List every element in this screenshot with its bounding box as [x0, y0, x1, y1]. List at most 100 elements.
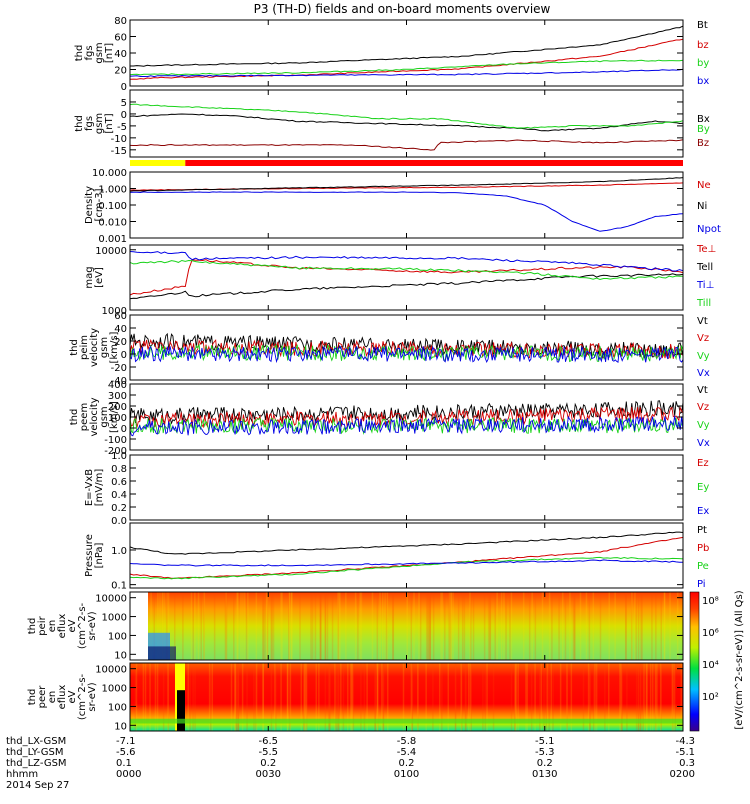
ytick-label: 1000 [102, 613, 127, 624]
spectrogram-texture [338, 592, 340, 660]
series-line-Pb [129, 536, 684, 579]
spectrogram-texture [265, 592, 268, 660]
spectrogram-texture [289, 663, 291, 731]
spectrogram-texture [156, 663, 159, 731]
spectrogram-texture [654, 663, 657, 731]
xaxis-value: -5.1 [535, 736, 555, 747]
spectrogram-texture [585, 592, 588, 660]
ylabel-line: thd [74, 45, 85, 62]
spectrogram-texture [319, 592, 322, 660]
spectrogram-texture [574, 592, 576, 660]
spectrogram-texture [417, 663, 419, 731]
ytick-label: 100 [108, 413, 127, 424]
spectrogram-texture [194, 592, 196, 660]
spectrogram-texture [230, 663, 233, 731]
spectrogram-texture [286, 663, 289, 731]
spectrogram-texture [255, 592, 258, 660]
spectrogram-texture [289, 663, 292, 731]
legend-Ex: Ex [697, 506, 709, 517]
spectrogram-texture [182, 592, 184, 660]
spectrogram-texture [382, 663, 384, 731]
ylabel-line: Density [84, 186, 95, 224]
spectrogram-texture [262, 592, 264, 660]
ytick-label: 60 [114, 311, 127, 322]
spectrogram-texture [381, 663, 383, 731]
spectrogram-texture [266, 592, 269, 660]
series-line-Pe [129, 556, 684, 580]
spectrogram-texture [548, 592, 551, 660]
spectrogram-texture [638, 663, 640, 731]
ytick-label: 0.4 [111, 490, 127, 501]
ylabel-line: gsm [94, 42, 105, 63]
spectrogram-texture [429, 592, 431, 660]
spectrogram-texture [300, 663, 303, 731]
spectrogram-texture [514, 663, 517, 731]
spectrogram-texture [303, 663, 306, 731]
spectrogram-texture [514, 663, 516, 731]
legend-Ne: Ne [697, 180, 711, 191]
xaxis-value: 0.1 [116, 758, 132, 769]
xaxis-value: 0.2 [537, 758, 553, 769]
spectrogram-texture [545, 663, 548, 731]
spectrogram-texture [310, 592, 312, 660]
spectrogram-texture [503, 592, 505, 660]
spectrogram-texture [569, 592, 571, 660]
spectrogram-texture [392, 592, 394, 660]
xaxis-value: -6.5 [258, 736, 278, 747]
spectrogram-texture [457, 592, 460, 660]
spectrogram-texture [237, 592, 239, 660]
spectrogram-texture [592, 592, 595, 660]
ylabel-line: velocity [89, 328, 100, 367]
spectrogram-texture [274, 663, 276, 731]
spectrogram-texture [339, 592, 341, 660]
spectrogram-texture [448, 592, 451, 660]
spectrogram-texture [163, 592, 166, 660]
ytick-label: 0.6 [111, 477, 127, 488]
spectrogram-texture [200, 592, 202, 660]
ytick-label: 1.0 [111, 546, 127, 557]
ylabel-line: peem [79, 403, 90, 431]
panel-frame [129, 454, 684, 521]
spectrogram-texture [213, 592, 216, 660]
spectrogram-texture [469, 663, 472, 731]
spectrogram-texture [440, 592, 442, 660]
spectrogram-texture [255, 663, 257, 731]
legend-Bz: Bz [697, 138, 709, 149]
ytick-label: 0.100 [98, 201, 127, 212]
spectrogram-texture [225, 592, 227, 660]
data-gap [177, 690, 185, 731]
ytick-label: 1000 [102, 306, 127, 317]
panel-efield: 1.0 0.8 0.6 0.4 0.2 0.0 E=-VxB [mV/m] Ez Ey Ex [84, 451, 709, 527]
ytick-label: -200 [104, 446, 127, 457]
spectrogram-texture [530, 663, 533, 731]
spectrogram-texture [505, 592, 507, 660]
spectrogram-texture [304, 663, 307, 731]
spectrogram-texture [192, 663, 194, 731]
spectrogram-texture [305, 663, 308, 731]
spectrogram-texture [541, 592, 544, 660]
ylabel-line: en [47, 620, 58, 633]
ytick-label: 0 [121, 350, 127, 361]
spectrogram-texture [299, 592, 301, 660]
spectrogram-texture [266, 592, 269, 660]
spectrogram-texture [514, 663, 516, 731]
spectrogram-texture [329, 663, 331, 731]
spectrogram-texture [599, 592, 602, 660]
spectrogram-texture [406, 592, 408, 660]
spectrogram-texture [635, 663, 638, 731]
spectrogram-texture [588, 592, 591, 660]
ytick-label: -15 [111, 146, 127, 157]
spectrogram-texture [464, 663, 467, 731]
ylabel-line: gsm [99, 337, 110, 358]
spectrogram-texture [324, 663, 327, 731]
series-line-bz [129, 38, 684, 80]
ytick-label: 0 [121, 424, 127, 435]
series-line-Bz [129, 139, 684, 151]
spectrogram-texture [487, 592, 490, 660]
ylabel-line: eflux [57, 685, 68, 710]
legend-Vt: Vt [697, 316, 708, 327]
ytick-label: 0 [121, 110, 127, 121]
spectrogram-texture [270, 663, 273, 731]
spectrogram-texture [450, 592, 452, 660]
xaxis-value: -5.4 [397, 747, 417, 758]
